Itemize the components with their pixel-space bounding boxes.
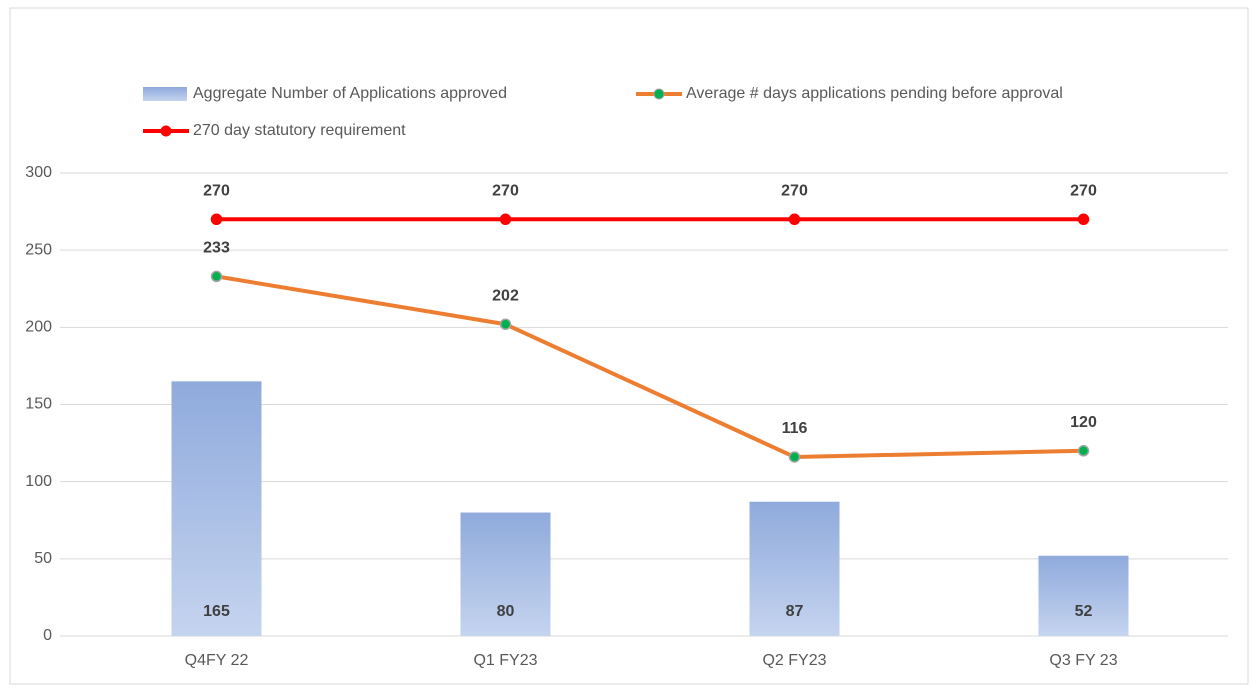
legend-marker bbox=[160, 125, 172, 137]
marker bbox=[1077, 445, 1090, 457]
data-label: 116 bbox=[782, 420, 808, 437]
x-tick-label: Q4FY 22 bbox=[185, 652, 249, 669]
bar bbox=[171, 381, 262, 636]
legend-label: Aggregate Number of Applications approve… bbox=[193, 85, 507, 102]
y-tick-label: 300 bbox=[25, 164, 52, 181]
data-label: 165 bbox=[203, 603, 230, 620]
data-label: 270 bbox=[492, 183, 519, 200]
data-label: 270 bbox=[1070, 183, 1097, 200]
marker bbox=[499, 213, 512, 226]
marker bbox=[210, 270, 223, 283]
y-tick-label: 200 bbox=[25, 319, 52, 336]
legend-label: Average # days applications pending befo… bbox=[686, 85, 1063, 102]
marker bbox=[210, 213, 223, 226]
legend-label: 270 day statutory requirement bbox=[193, 122, 406, 139]
line bbox=[216, 274, 1084, 459]
x-tick-label: Q3 FY 23 bbox=[1049, 652, 1117, 669]
x-tick-label: Q2 FY23 bbox=[762, 652, 826, 669]
bar bbox=[460, 512, 551, 636]
y-tick-label: 50 bbox=[34, 550, 52, 567]
data-label: 87 bbox=[786, 603, 804, 620]
data-label: 52 bbox=[1075, 603, 1093, 620]
x-tick-label: Q1 FY23 bbox=[473, 652, 537, 669]
bar bbox=[1038, 555, 1129, 636]
marker bbox=[1077, 213, 1090, 226]
data-label: 270 bbox=[781, 183, 808, 200]
y-tick-label: 250 bbox=[25, 241, 52, 258]
bar bbox=[749, 501, 840, 636]
y-tick-label: 150 bbox=[25, 396, 52, 413]
legend-marker bbox=[653, 88, 665, 100]
y-tick-label: 0 bbox=[43, 627, 52, 644]
data-label: 270 bbox=[203, 183, 230, 200]
marker bbox=[499, 318, 512, 330]
data-label: 80 bbox=[497, 603, 515, 620]
marker bbox=[788, 213, 801, 226]
data-label: 202 bbox=[492, 287, 519, 304]
marker bbox=[788, 451, 801, 463]
data-label: 120 bbox=[1070, 414, 1097, 431]
legend-swatch bbox=[143, 87, 187, 101]
y-tick-label: 100 bbox=[25, 473, 52, 490]
data-label: 233 bbox=[203, 240, 230, 257]
